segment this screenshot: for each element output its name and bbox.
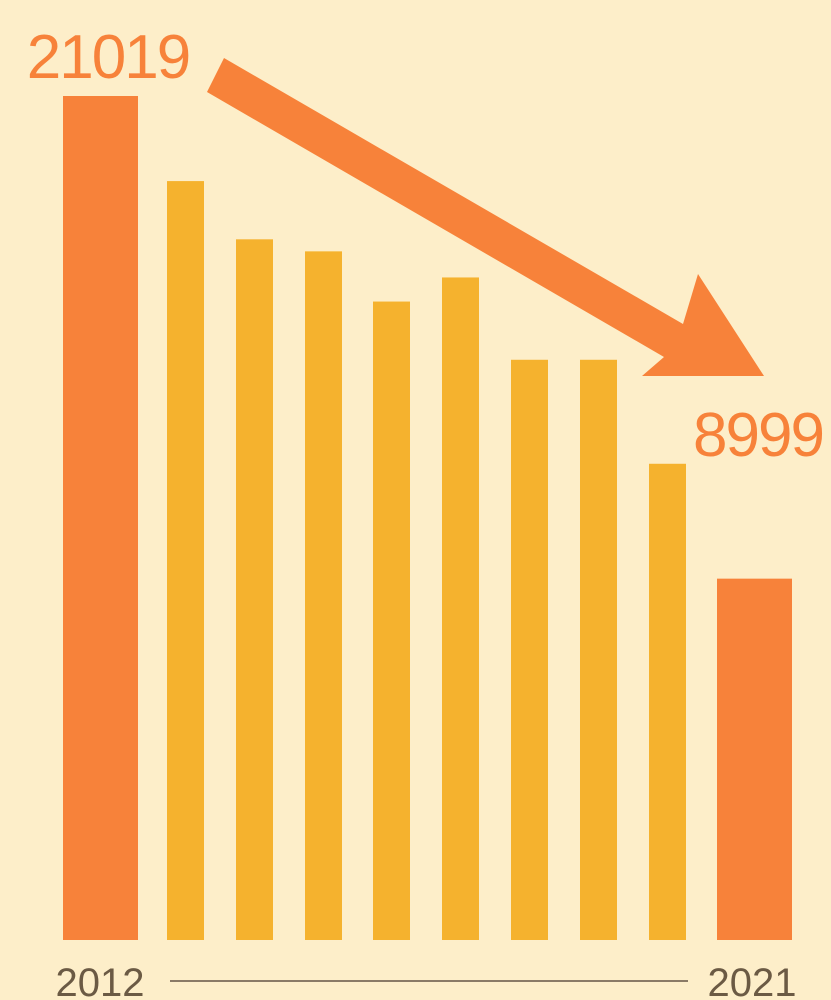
bar-2016 [373, 301, 410, 940]
bar-2015 [305, 251, 342, 940]
bar-2019 [580, 359, 617, 940]
bar-2012 [63, 96, 138, 940]
bar-2020 [649, 463, 686, 940]
data-label-last-value: 8999 [693, 401, 823, 470]
down-right-arrow-icon [207, 58, 764, 376]
bar-2014 [236, 239, 273, 940]
bar-2018 [511, 359, 548, 940]
bar-2021 [717, 578, 792, 940]
axis-start-year-label: 2012 [56, 961, 145, 1000]
bar-2013 [167, 181, 204, 940]
bar-2017 [442, 277, 479, 941]
bars-group [63, 96, 792, 941]
axis-end-year-label: 2021 [708, 961, 797, 1000]
data-label-first-value: 21019 [27, 23, 189, 92]
